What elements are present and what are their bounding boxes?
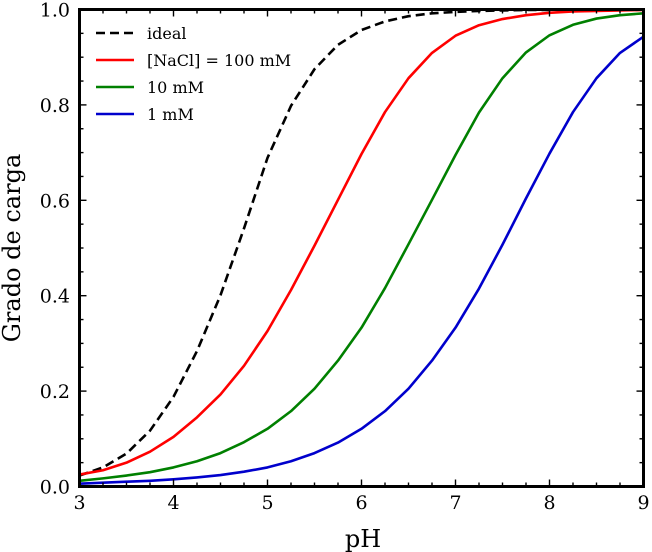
legend: ideal [NaCl] = 100 mM 10 mM 1 mM (96, 24, 291, 124)
series-line-1-mm (79, 35, 645, 485)
y-tick-label: 0.8 (40, 95, 70, 117)
x-tick-label: 7 (449, 492, 461, 514)
y-axis-label: Grado de carga (0, 154, 26, 342)
x-axis-label: pH (345, 525, 381, 552)
x-tick-label: 4 (167, 492, 179, 514)
x-tick-label: 5 (261, 492, 273, 514)
series-line-10-mm (79, 12, 644, 483)
x-tick-label: 8 (543, 492, 555, 514)
x-tick-label: 3 (73, 492, 85, 514)
legend-label-nacl-100-mm: [NaCl] = 100 mM (147, 51, 291, 70)
x-tick-label: 6 (355, 492, 367, 514)
y-tick-label: 0.0 (40, 477, 70, 499)
legend-label-1-mm: 1 mM (147, 105, 194, 124)
y-tick-label: 0.4 (40, 286, 70, 308)
y-tick-label: 0.2 (40, 381, 70, 403)
tick-layer: 3 4 5 6 7 8 9 0.0 0.2 0.4 0.6 0.8 1.0 (40, 0, 650, 514)
y-tick-label: 0.6 (40, 190, 70, 212)
y-tick-label: 1.0 (40, 0, 70, 22)
legend-label-10-mm: 10 mM (147, 78, 204, 97)
legend-label-ideal: ideal (147, 24, 186, 43)
x-tick-label: 9 (637, 492, 649, 514)
